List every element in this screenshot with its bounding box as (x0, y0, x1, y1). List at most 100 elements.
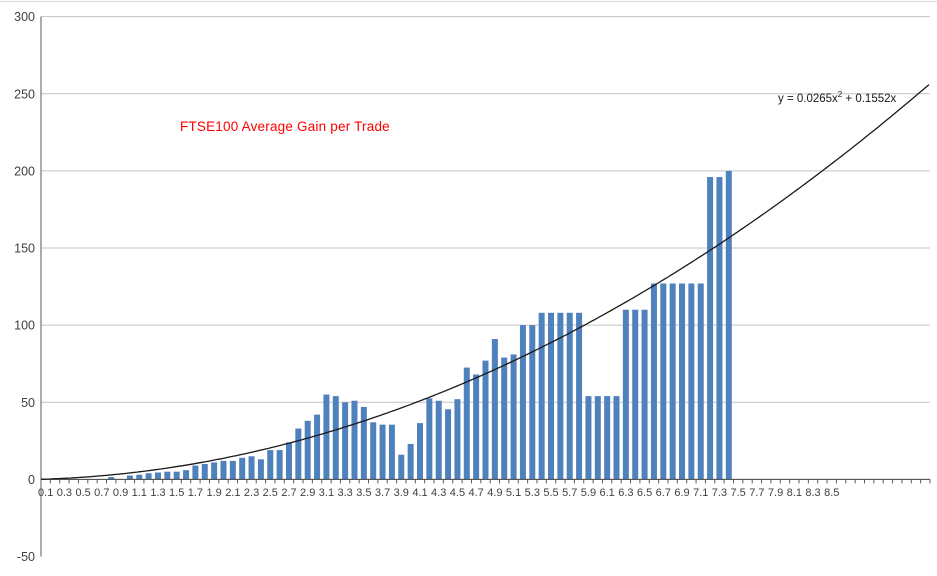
y-axis-label: 200 (14, 164, 35, 178)
bar (613, 396, 620, 480)
bar (482, 360, 489, 480)
bar (501, 357, 508, 480)
x-axis-label: 5.9 (581, 487, 596, 499)
x-axis-label: 3.5 (356, 487, 371, 499)
bar (360, 406, 367, 480)
x-axis-label: 2.3 (244, 487, 259, 499)
bar (445, 409, 452, 480)
bar (342, 402, 349, 480)
bar (632, 309, 639, 480)
bar (295, 428, 302, 480)
y-axis-label: -50 (17, 550, 35, 564)
bar (585, 396, 592, 480)
x-axis-label: 0.7 (94, 487, 109, 499)
bar (510, 354, 517, 480)
bar (304, 420, 311, 480)
x-axis-label: 6.1 (600, 487, 615, 499)
y-axis-label: 300 (14, 10, 35, 24)
bar (416, 423, 423, 480)
x-axis-label: 4.5 (450, 487, 465, 499)
bar (707, 177, 714, 480)
bar (426, 398, 433, 480)
bar (622, 309, 629, 480)
bar (379, 424, 386, 480)
x-axis-label: 2.7 (281, 487, 296, 499)
x-axis-label: 1.5 (169, 487, 184, 499)
x-axis-label: 7.7 (749, 487, 764, 499)
x-axis-label: 1.9 (206, 487, 221, 499)
bar (314, 414, 321, 480)
x-axis-label: 2.5 (263, 487, 278, 499)
x-axis-label: 5.7 (562, 487, 577, 499)
bar (650, 283, 657, 480)
bar (248, 456, 255, 480)
bar (491, 339, 498, 480)
x-axis-label: 0.5 (75, 487, 90, 499)
x-axis-label: 4.9 (487, 487, 502, 499)
bar (173, 471, 180, 480)
equation-suffix: + 0.1552x (842, 92, 897, 105)
bar (669, 283, 676, 480)
bar (388, 424, 395, 480)
x-axis-label: 4.1 (412, 487, 427, 499)
bar (183, 470, 190, 480)
bar (697, 283, 704, 480)
y-axis-label: 50 (21, 396, 35, 410)
x-axis-label: 7.1 (693, 487, 708, 499)
chart-border-top (0, 1, 937, 2)
y-axis-label: 250 (14, 87, 35, 101)
x-axis-label: 3.7 (375, 487, 390, 499)
x-axis-label: 4.7 (468, 487, 483, 499)
x-axis-label: 5.3 (525, 487, 540, 499)
bar (576, 312, 583, 480)
y-axis-label: 100 (14, 319, 35, 333)
trendline-equation: y = 0.0265x2 + 0.1552x (778, 90, 928, 105)
bar (529, 325, 536, 480)
bar (716, 177, 723, 480)
bar (267, 450, 274, 480)
bar (435, 400, 442, 480)
x-axis-label: 7.9 (768, 487, 783, 499)
bar (538, 312, 545, 480)
bar (136, 474, 143, 480)
bar (641, 309, 648, 480)
bar (688, 283, 695, 480)
x-axis-label: 2.9 (300, 487, 315, 499)
trendline (40, 84, 930, 480)
x-axis-label: 6.9 (674, 487, 689, 499)
bar (108, 477, 115, 480)
x-axis-label: 3.9 (394, 487, 409, 499)
bar (332, 396, 339, 480)
x-axis-label: 6.3 (618, 487, 633, 499)
bar (519, 325, 526, 480)
x-axis-label: 7.3 (712, 487, 727, 499)
bar (154, 472, 161, 480)
bar (463, 367, 470, 480)
x-axis-label: 3.3 (337, 487, 352, 499)
bar (566, 312, 573, 480)
bar (725, 170, 732, 480)
bar (285, 442, 292, 480)
bar (557, 312, 564, 480)
chart-title-text: FTSE100 Average Gain per Trade (180, 119, 390, 134)
bar (145, 473, 152, 480)
bar (370, 422, 377, 480)
bar (604, 396, 611, 480)
chart-title: FTSE100 Average Gain per Trade (180, 119, 390, 134)
bar (398, 454, 405, 480)
y-axis-label: 150 (14, 242, 35, 256)
bar (257, 459, 264, 480)
bar (660, 283, 667, 480)
bar (323, 394, 330, 480)
bar (126, 475, 133, 480)
bar (548, 312, 555, 480)
bar (239, 457, 246, 480)
x-axis-label: 6.5 (637, 487, 652, 499)
x-axis-label: 1.3 (150, 487, 165, 499)
bar (192, 465, 199, 480)
x-axis-label: 0.9 (113, 487, 128, 499)
equation-exponent: 2 (837, 90, 843, 99)
x-axis-label: 4.3 (431, 487, 446, 499)
x-axis-label: 0.1 (38, 487, 53, 499)
